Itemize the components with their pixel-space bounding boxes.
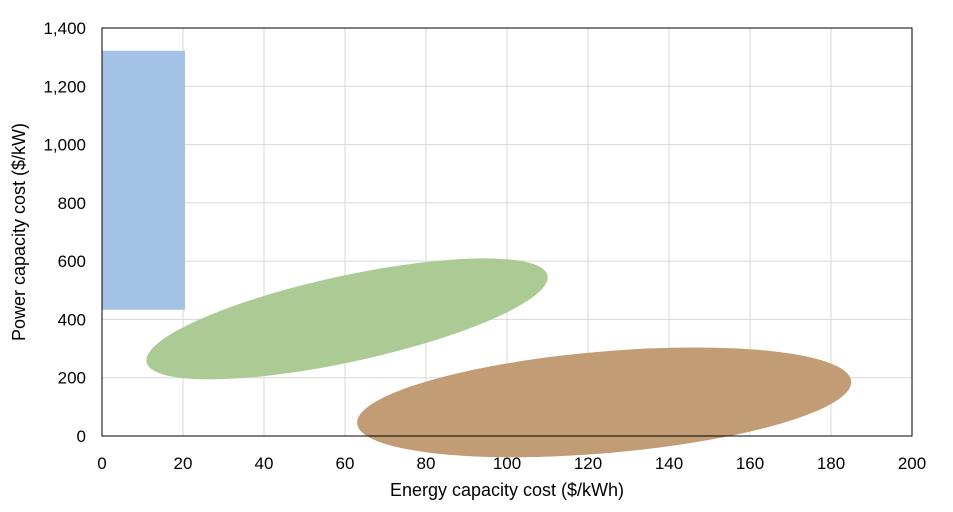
x-tick-label: 200	[898, 454, 926, 473]
x-tick-label: 60	[336, 454, 355, 473]
y-tick-label: 600	[58, 252, 86, 271]
x-tick-label: 140	[655, 454, 683, 473]
y-tick-label: 0	[77, 427, 86, 446]
region-ellipse-2	[357, 347, 852, 458]
x-axis-ticks: 0 20 40 60 80 100 120 140 160 180 200	[97, 454, 926, 473]
y-axis-ticks: 0 200 400 600 800 1,000 1,200 1,400	[43, 19, 86, 446]
x-tick-label: 0	[97, 454, 106, 473]
x-tick-label: 80	[417, 454, 436, 473]
y-tick-label: 800	[58, 194, 86, 213]
x-tick-label: 120	[574, 454, 602, 473]
region-ellipse-1	[146, 258, 548, 380]
x-tick-label: 20	[174, 454, 193, 473]
regions	[102, 50, 852, 458]
y-tick-label: 1,400	[43, 19, 86, 38]
y-tick-label: 200	[58, 369, 86, 388]
x-tick-label: 100	[493, 454, 521, 473]
x-axis-label: Energy capacity cost ($/kWh)	[390, 480, 624, 500]
x-tick-label: 160	[736, 454, 764, 473]
x-tick-label: 40	[255, 454, 274, 473]
y-axis-label: Power capacity cost ($/kW)	[9, 123, 29, 341]
plot-area-frame	[101, 27, 913, 437]
y-tick-label: 400	[58, 310, 86, 329]
y-tick-label: 1,200	[43, 77, 86, 96]
x-tick-label: 180	[817, 454, 845, 473]
region-rectangle-0	[102, 50, 186, 310]
y-tick-label: 1,000	[43, 136, 86, 155]
